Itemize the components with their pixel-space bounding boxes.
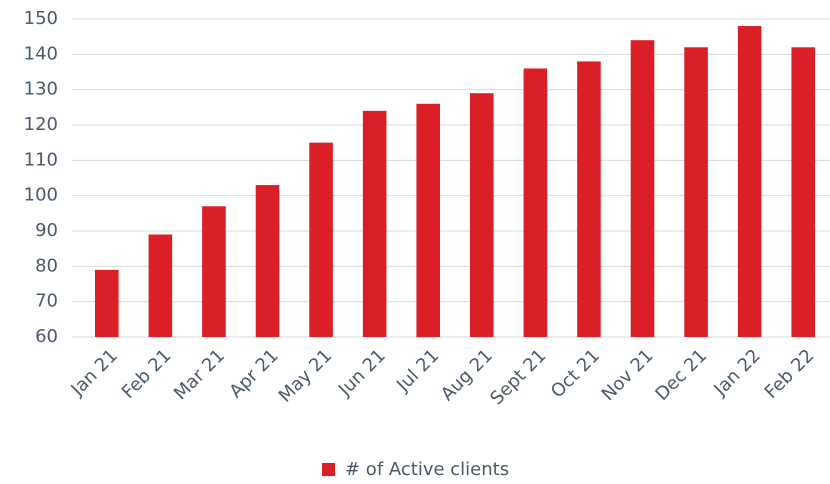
x-tick-label: Jul 21	[392, 345, 443, 396]
x-tick-label: Jan 22	[709, 345, 764, 400]
legend-label: # of Active clients	[345, 459, 509, 480]
bar	[737, 26, 762, 338]
y-tick-label: 90	[35, 220, 58, 241]
bar	[148, 234, 173, 337]
x-tick-label: Nov 21	[598, 345, 658, 405]
x-tick-label: Dec 21	[651, 345, 711, 405]
bar	[416, 103, 440, 337]
x-tick-label: Feb 21	[118, 345, 176, 403]
y-tick-label: 80	[35, 255, 58, 276]
bar	[684, 47, 708, 338]
y-tick-label: 60	[35, 326, 58, 347]
x-tick-label: Jan 21	[66, 345, 121, 400]
y-tick-label: 70	[35, 291, 58, 312]
x-tick-label: Mar 21	[170, 345, 229, 404]
y-tick-label: 100	[24, 185, 58, 206]
bar	[202, 206, 226, 337]
bar	[470, 93, 494, 337]
x-tick-label: Apr 21	[225, 345, 282, 402]
y-tick-label: 110	[24, 149, 58, 170]
bar	[95, 269, 119, 337]
x-tick-label: Sept 21	[486, 345, 550, 409]
bar	[362, 110, 387, 337]
bar	[577, 61, 601, 338]
x-tick-label: Feb 22	[761, 345, 819, 403]
bar	[255, 185, 280, 337]
y-tick-label: 120	[24, 114, 58, 135]
bar	[309, 142, 333, 337]
y-tick-label: 150	[24, 8, 58, 29]
y-tick-label: 140	[24, 43, 58, 64]
y-tick-label: 130	[24, 79, 58, 100]
bar	[630, 40, 655, 337]
x-tick-label: Oct 21	[547, 345, 604, 402]
bar	[791, 47, 815, 338]
x-tick-label: Jun 21	[334, 345, 390, 401]
x-tick-label: May 21	[275, 345, 336, 406]
bar	[523, 68, 548, 337]
legend-swatch	[322, 463, 335, 476]
